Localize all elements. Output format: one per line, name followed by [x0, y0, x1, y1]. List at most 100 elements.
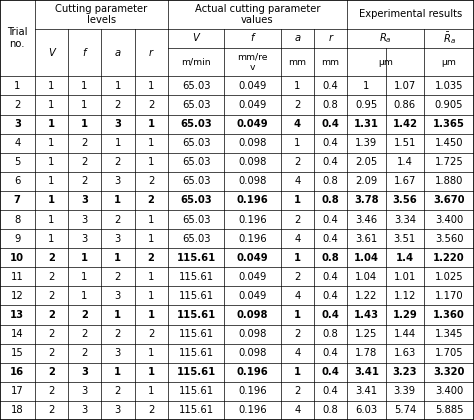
- Text: a: a: [115, 47, 121, 58]
- Text: 1.44: 1.44: [394, 329, 416, 339]
- Text: 0.098: 0.098: [238, 176, 266, 186]
- Text: 6.03: 6.03: [356, 405, 377, 415]
- Text: 3: 3: [115, 348, 121, 358]
- Text: 0.049: 0.049: [238, 100, 266, 110]
- Text: 0.8: 0.8: [323, 176, 338, 186]
- Text: 1.880: 1.880: [435, 176, 463, 186]
- Text: 115.61: 115.61: [176, 367, 216, 377]
- Text: 3: 3: [115, 176, 121, 186]
- Text: Experimental results: Experimental results: [359, 9, 462, 19]
- Text: 1: 1: [81, 119, 88, 129]
- Text: 1: 1: [82, 272, 88, 282]
- Text: 1.22: 1.22: [355, 291, 378, 301]
- Text: 3.34: 3.34: [394, 215, 416, 225]
- Text: 1.025: 1.025: [435, 272, 463, 282]
- Text: 3: 3: [82, 215, 88, 225]
- Text: 4: 4: [294, 348, 301, 358]
- Text: 17: 17: [11, 386, 24, 396]
- Text: mm: mm: [288, 58, 306, 66]
- Text: 65.03: 65.03: [182, 138, 210, 148]
- Text: 1.170: 1.170: [435, 291, 463, 301]
- Text: 115.61: 115.61: [178, 272, 214, 282]
- Text: 3: 3: [82, 234, 88, 244]
- Text: 1.78: 1.78: [356, 348, 377, 358]
- Text: 1: 1: [148, 138, 155, 148]
- Text: 1: 1: [14, 81, 20, 91]
- Text: 3.320: 3.320: [433, 367, 465, 377]
- Text: 5.885: 5.885: [435, 405, 463, 415]
- Text: 1: 1: [48, 215, 55, 225]
- Text: 1.63: 1.63: [394, 348, 416, 358]
- Text: 0.86: 0.86: [394, 100, 416, 110]
- Text: 2: 2: [82, 138, 88, 148]
- Text: 2: 2: [115, 215, 121, 225]
- Text: 1: 1: [294, 310, 301, 320]
- Text: 3: 3: [115, 405, 121, 415]
- Text: 2: 2: [148, 329, 155, 339]
- Text: 1.29: 1.29: [392, 310, 417, 320]
- Text: 4: 4: [294, 119, 301, 129]
- Text: 2: 2: [115, 157, 121, 167]
- Text: 0.196: 0.196: [238, 405, 267, 415]
- Text: 0.905: 0.905: [435, 100, 463, 110]
- Text: 65.03: 65.03: [180, 119, 212, 129]
- Text: 0.098: 0.098: [238, 329, 266, 339]
- Text: 1.035: 1.035: [435, 81, 463, 91]
- Text: 11: 11: [11, 272, 24, 282]
- Text: 1.67: 1.67: [393, 176, 416, 186]
- Text: 0.8: 0.8: [322, 195, 339, 205]
- Text: 0.049: 0.049: [237, 119, 268, 129]
- Text: 115.61: 115.61: [178, 329, 214, 339]
- Text: 1.07: 1.07: [394, 81, 416, 91]
- Text: 0.4: 0.4: [321, 119, 339, 129]
- Text: 2: 2: [115, 386, 121, 396]
- Text: 0.4: 0.4: [323, 234, 338, 244]
- Text: 2: 2: [82, 329, 88, 339]
- Text: 3.400: 3.400: [435, 386, 463, 396]
- Text: 115.61: 115.61: [176, 310, 216, 320]
- Text: 2.05: 2.05: [356, 157, 377, 167]
- Text: 14: 14: [11, 329, 24, 339]
- Text: 1: 1: [115, 138, 121, 148]
- Text: 115.61: 115.61: [178, 386, 214, 396]
- Text: 3.41: 3.41: [354, 367, 379, 377]
- Text: 2: 2: [14, 100, 20, 110]
- Text: 2: 2: [115, 272, 121, 282]
- Text: 1: 1: [48, 138, 55, 148]
- Text: 0.4: 0.4: [323, 272, 338, 282]
- Text: 0.4: 0.4: [323, 348, 338, 358]
- Text: 0.196: 0.196: [237, 367, 268, 377]
- Text: 2: 2: [48, 272, 55, 282]
- Text: a: a: [294, 33, 300, 43]
- Text: 2: 2: [294, 215, 301, 225]
- Text: f: f: [251, 33, 254, 43]
- Text: 3.41: 3.41: [356, 386, 377, 396]
- Text: 1.345: 1.345: [435, 329, 463, 339]
- Text: 1: 1: [148, 81, 155, 91]
- Text: μm: μm: [378, 58, 393, 66]
- Text: 1.42: 1.42: [392, 119, 417, 129]
- Text: 6: 6: [14, 176, 20, 186]
- Text: 3.46: 3.46: [356, 215, 377, 225]
- Text: 3.670: 3.670: [433, 195, 465, 205]
- Text: Trial
no.: Trial no.: [7, 27, 27, 49]
- Text: 2: 2: [82, 157, 88, 167]
- Text: 3: 3: [115, 234, 121, 244]
- Text: 0.4: 0.4: [323, 81, 338, 91]
- Text: 1: 1: [81, 253, 88, 263]
- Text: 2: 2: [48, 253, 55, 263]
- Text: 0.049: 0.049: [238, 81, 266, 91]
- Text: 1: 1: [148, 291, 155, 301]
- Text: 0.098: 0.098: [238, 157, 266, 167]
- Text: 3.23: 3.23: [392, 367, 417, 377]
- Text: 2: 2: [294, 329, 301, 339]
- Text: 1.04: 1.04: [354, 253, 379, 263]
- Text: 0.8: 0.8: [323, 100, 338, 110]
- Text: 1: 1: [114, 195, 121, 205]
- Text: 0.098: 0.098: [238, 138, 266, 148]
- Text: 1: 1: [294, 367, 301, 377]
- Text: 1.39: 1.39: [356, 138, 377, 148]
- Text: 1: 1: [82, 100, 88, 110]
- Text: 0.196: 0.196: [238, 386, 267, 396]
- Text: 115.61: 115.61: [178, 291, 214, 301]
